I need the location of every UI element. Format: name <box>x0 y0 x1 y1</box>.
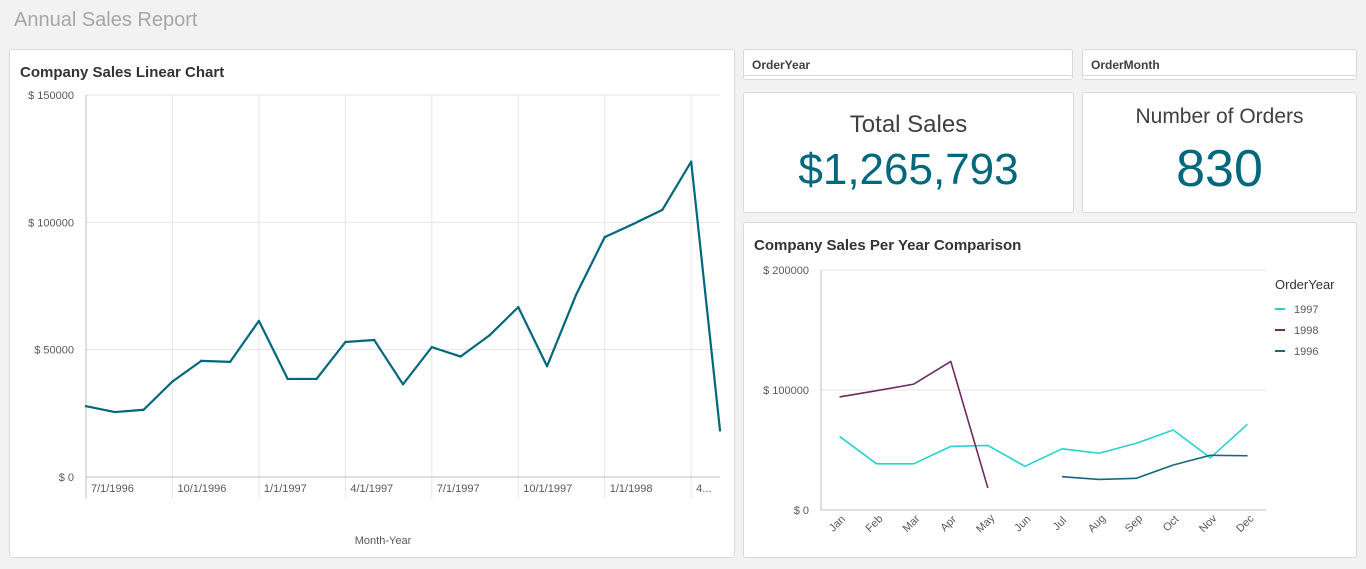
comparison-chart-title: Company Sales Per Year Comparison <box>754 237 1022 254</box>
y-tick-label: $ 0 <box>794 505 809 517</box>
sales-data-point <box>171 380 174 383</box>
y-tick-label: $ 100000 <box>28 217 74 229</box>
month-tick-label: Feb <box>864 513 886 535</box>
sales-data-point <box>372 338 376 342</box>
y-tick-label: $ 0 <box>59 472 74 484</box>
legend-label-1998: 1998 <box>1294 325 1318 337</box>
linear-chart-title: Company Sales Linear Chart <box>20 64 225 81</box>
series-line-1997 <box>839 423 1248 468</box>
sales-data-point <box>401 383 405 386</box>
y-tick-label: $ 200000 <box>763 265 809 277</box>
series-line-1996 <box>1061 454 1248 481</box>
total-sales-kpi[interactable]: Total Sales $1,265,793 <box>743 92 1074 213</box>
month-tick-label: Apr <box>938 513 959 534</box>
order-year-filter[interactable]: OrderYear <box>743 49 1073 80</box>
number-of-orders-label: Number of Orders <box>1135 105 1304 128</box>
filter-divider <box>744 75 1072 76</box>
sales-data-point <box>459 355 462 358</box>
month-tick-label: Sep <box>1123 513 1145 535</box>
sales-data-point <box>344 340 347 344</box>
month-tick-label: Jul <box>1051 515 1069 533</box>
filter-divider <box>1083 75 1356 76</box>
legend-label-1996: 1996 <box>1294 346 1318 358</box>
sales-data-point <box>113 410 117 414</box>
sales-data-point <box>200 359 203 363</box>
sales-data-point <box>142 408 145 411</box>
order-month-filter[interactable]: OrderMonth <box>1082 49 1357 80</box>
x-tick-label: 10/1/1996 <box>177 483 226 495</box>
legend-label-1997: 1997 <box>1294 304 1318 316</box>
order-year-filter-label: OrderYear <box>752 58 811 72</box>
sales-data-point <box>488 334 491 337</box>
sales-data-point <box>315 377 318 381</box>
month-tick-label: Jan <box>827 513 848 534</box>
sales-series-line <box>85 160 722 431</box>
x-tick-label: 1/1/1997 <box>264 483 307 495</box>
month-tick-label: Mar <box>901 513 923 535</box>
comparison-chart-card[interactable]: Company Sales Per Year Comparison $ 0 $ 1… <box>743 222 1357 558</box>
month-tick-label: Nov <box>1197 512 1220 535</box>
month-tick-label: Dec <box>1234 512 1257 535</box>
sales-data-point <box>545 365 549 368</box>
sales-data-point <box>257 319 261 323</box>
month-tick-label: Jun <box>1012 513 1033 534</box>
sales-data-point <box>286 377 289 381</box>
sales-data-point <box>603 235 606 239</box>
order-month-filter-label: OrderMonth <box>1091 58 1160 72</box>
y-tick-label: $ 100000 <box>763 385 809 397</box>
month-tick-label: Aug <box>1086 513 1108 535</box>
comparison-chart[interactable]: $ 0 $ 100000 $ 200000 Jan Feb Mar Apr May Jun Jul… <box>744 223 1356 557</box>
x-tick-label: 1/1/1998 <box>610 483 653 495</box>
sales-data-point <box>84 405 88 408</box>
sales-data-point <box>228 360 232 364</box>
sales-data-point <box>661 208 664 212</box>
linear-chart[interactable]: $ 0 $ 50000 $ 100000 $ 150000 7/1/1996 10/1/1… <box>10 50 734 557</box>
x-tick-label: 7/1/1997 <box>437 483 480 495</box>
total-sales-label: Total Sales <box>849 111 968 138</box>
sales-data-point <box>718 429 722 432</box>
sales-data-point <box>430 345 434 349</box>
report-title: Annual Sales Report <box>14 9 198 31</box>
sales-data-point <box>574 293 578 297</box>
x-tick-label: 4... <box>696 483 711 495</box>
y-tick-label: $ 50000 <box>34 345 74 357</box>
x-tick-label: 7/1/1996 <box>91 483 134 495</box>
sales-data-point <box>632 222 635 226</box>
linear-chart-card[interactable]: Company Sales Linear Chart $ 0 $ 50000 $ 1… <box>9 49 735 558</box>
month-tick-label: Oct <box>1161 514 1182 535</box>
number-of-orders-value: 830 <box>1176 140 1263 198</box>
sales-data-point <box>517 305 520 309</box>
month-tick-label: May <box>974 512 998 536</box>
y-tick-label: $ 150000 <box>28 90 74 102</box>
x-tick-label: 10/1/1997 <box>523 483 572 495</box>
total-sales-value: $1,265,793 <box>798 145 1019 194</box>
legend-title: OrderYear <box>1275 277 1335 292</box>
x-tick-label: 4/1/1997 <box>350 483 393 495</box>
x-axis-title: Month-Year <box>355 535 412 547</box>
sales-data-point <box>689 160 693 163</box>
number-of-orders-kpi[interactable]: Number of Orders 830 <box>1082 92 1357 213</box>
series-line-1998 <box>839 360 989 489</box>
